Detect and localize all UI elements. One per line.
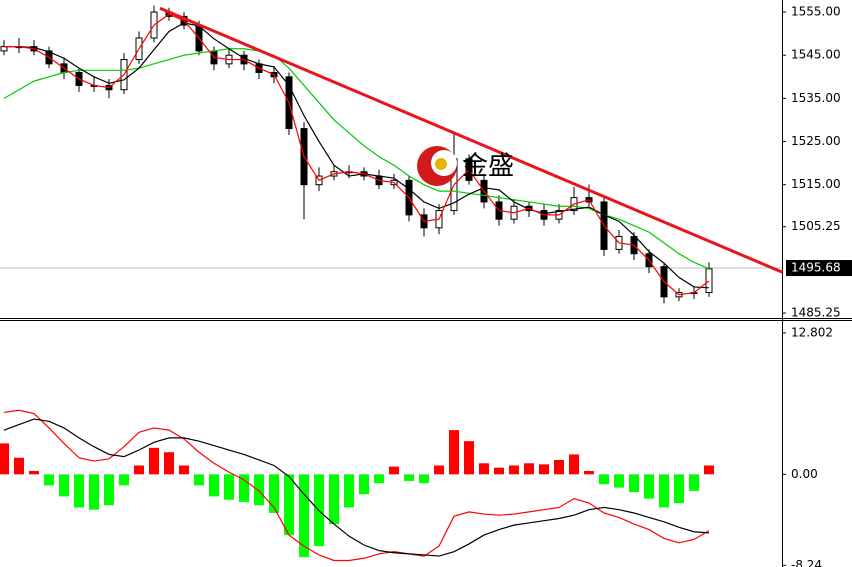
histogram-bar <box>119 474 129 486</box>
histogram-bar <box>509 465 519 475</box>
histogram-bar <box>299 474 309 558</box>
histogram-bar <box>209 474 219 497</box>
y-tick-label: 1515.00 <box>791 177 841 191</box>
candle-body <box>0 46 8 52</box>
histogram-bar <box>479 463 489 475</box>
y-tick-label: 0.00 <box>791 467 818 481</box>
y-tick-label: 1545.00 <box>791 48 841 62</box>
y-tick-label: 12.802 <box>791 325 833 339</box>
histogram-bar <box>224 474 234 500</box>
histogram-bar <box>554 459 564 475</box>
histogram-bar <box>44 474 54 486</box>
histogram-bar <box>239 474 249 502</box>
histogram-bar <box>104 474 114 506</box>
moving-average <box>4 13 710 296</box>
candle-body <box>705 268 713 294</box>
histogram-bar <box>74 474 84 508</box>
histogram-bar <box>539 464 549 475</box>
histogram-bar <box>374 474 384 484</box>
histogram-bar <box>164 452 174 475</box>
trend-line <box>159 6 784 274</box>
histogram-bar <box>464 441 474 475</box>
y-tick-label: 1485.25 <box>791 306 841 320</box>
histogram-bar <box>269 474 279 513</box>
histogram-bar <box>659 474 669 508</box>
y-tick-label: 1505.25 <box>791 219 841 233</box>
histogram-bar <box>0 443 9 475</box>
histogram-bar <box>704 465 714 475</box>
histogram-bar <box>494 467 504 475</box>
histogram-bar <box>284 474 294 536</box>
y-tick-label: 1555.00 <box>791 5 841 19</box>
histogram-bar <box>254 474 264 506</box>
histogram-bar <box>59 474 69 497</box>
last-price-box <box>786 260 852 277</box>
last-price-label: 1495.68 <box>791 261 841 275</box>
watermark-text: 金盛 <box>462 152 514 182</box>
histogram-bar <box>614 474 624 488</box>
macd-line <box>3 418 710 557</box>
histogram-bar <box>599 474 609 485</box>
histogram-bar <box>524 463 534 475</box>
histogram-bar <box>194 474 204 486</box>
histogram-bar <box>344 474 354 508</box>
macd-line <box>3 409 710 562</box>
histogram-bar <box>404 474 414 481</box>
histogram-bar <box>689 474 699 491</box>
histogram-bar <box>14 457 24 475</box>
histogram-bar <box>449 430 459 475</box>
y-tick-label: -8.24 <box>791 558 822 567</box>
histogram-bar <box>389 466 399 475</box>
histogram-bar <box>569 454 579 475</box>
moving-average <box>3 48 710 270</box>
histogram-bar <box>584 471 594 475</box>
histogram-bar <box>629 474 639 492</box>
histogram-bar <box>179 465 189 475</box>
histogram-bar <box>149 447 159 475</box>
moving-average <box>4 22 710 289</box>
histogram-bar <box>674 474 684 504</box>
histogram-bar <box>419 474 429 484</box>
histogram-bar <box>329 474 339 525</box>
histogram-bar <box>89 474 99 510</box>
watermark-logo <box>435 158 447 170</box>
histogram-bar <box>134 465 144 475</box>
watermark: 金盛 <box>417 146 514 186</box>
histogram-bar <box>434 465 444 475</box>
y-tick-label: 1525.00 <box>791 134 841 148</box>
histogram-bar <box>644 474 654 499</box>
y-tick-label: 1535.00 <box>791 91 841 105</box>
histogram-bar <box>29 471 39 475</box>
histogram-bar <box>359 474 369 495</box>
